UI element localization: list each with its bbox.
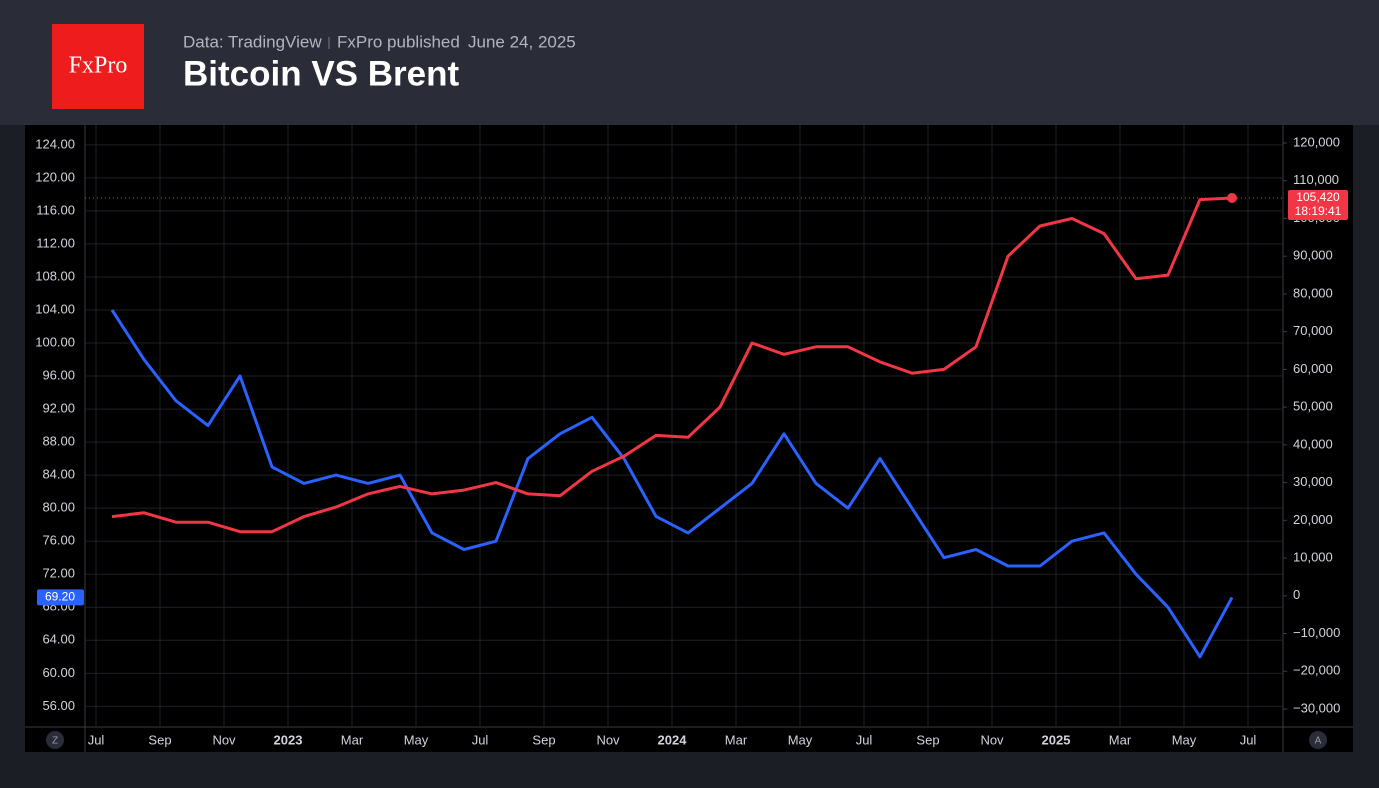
axes: 56.0060.0064.0068.0072.0076.0080.0084.00…: [35, 134, 1348, 749]
axis-button-label[interactable]: A: [1315, 736, 1322, 747]
x-tick-label: 2023: [274, 732, 303, 747]
y2-tick-label: 90,000: [1293, 248, 1333, 263]
x-tick-label: Sep: [532, 732, 555, 747]
date: June 24, 2025: [468, 32, 576, 51]
plot: [85, 193, 1283, 659]
x-tick-label: Mar: [341, 732, 364, 747]
y2-tick-label: 80,000: [1293, 285, 1333, 300]
x-tick-label: Nov: [596, 732, 620, 747]
y2-tick-label: 70,000: [1293, 323, 1333, 338]
x-tick-label: 2025: [1042, 732, 1071, 747]
series-line: [110, 309, 1234, 659]
x-tick-label: Mar: [1109, 732, 1132, 747]
y2-tick-label: 60,000: [1293, 361, 1333, 376]
axis-button: [46, 731, 64, 749]
y-tick-label: 84.00: [42, 467, 75, 482]
x-tick-label: Jul: [856, 732, 873, 747]
x-tick-label: Nov: [212, 732, 236, 747]
y-tick-label: 96.00: [42, 367, 75, 382]
last-point: [1227, 193, 1237, 204]
y-tick-label: 92.00: [42, 401, 75, 416]
y2-tick-label: 50,000: [1293, 399, 1333, 414]
y-tick-label: 100.00: [35, 334, 75, 349]
y-tick-label: 104.00: [35, 301, 75, 316]
y2-tick-label: 110,000: [1293, 172, 1339, 187]
y2-tick-label: −30,000: [1293, 700, 1340, 715]
chart-panel: [25, 125, 1353, 752]
axis-button-label[interactable]: Z: [52, 736, 58, 747]
y-tick-label: 124.00: [35, 136, 75, 151]
y2-tick-label: 30,000: [1293, 474, 1333, 489]
x-tick-label: Sep: [916, 732, 939, 747]
y-tick-label: 80.00: [42, 500, 75, 515]
x-tick-label: 2024: [658, 732, 688, 747]
last-value-box: [1288, 190, 1348, 221]
y-tick-label: 116.00: [36, 202, 75, 217]
x-tick-label: Jul: [472, 732, 489, 747]
header-bar: [0, 0, 1379, 125]
x-tick-label: May: [404, 732, 429, 747]
y2-tick-label: 0: [1293, 587, 1300, 602]
last-value-label: 69.20: [45, 590, 75, 604]
y-tick-label: 120.00: [35, 169, 75, 184]
last-value-box: [37, 589, 84, 606]
grid: [85, 125, 1287, 727]
source: Data: TradingView: [183, 32, 322, 51]
x-tick-label: Nov: [980, 732, 1004, 747]
y-tick-label: 72.00: [42, 566, 75, 581]
x-tick-label: Jul: [88, 732, 105, 747]
x-tick-label: May: [1172, 732, 1197, 747]
logo-box: [52, 24, 144, 109]
y-tick-label: 56.00: [42, 698, 75, 713]
chart-title: Bitcoin VS Brent: [183, 54, 459, 93]
y-tick-label: 64.00: [42, 632, 75, 647]
x-tick-label: Mar: [725, 732, 748, 747]
x-tick-label: Jul: [1240, 732, 1257, 747]
y-tick-label: 108.00: [35, 268, 75, 283]
y2-tick-label: 10,000: [1293, 550, 1333, 565]
x-tick-label: May: [788, 732, 813, 747]
y2-tick-label: 120,000: [1293, 134, 1340, 149]
countdown-label: 18:19:41: [1295, 204, 1342, 218]
y2-tick-label: 40,000: [1293, 436, 1333, 451]
publisher: FxPro published: [337, 32, 460, 51]
logo: FxPro: [69, 53, 128, 79]
y2-tick-label: −20,000: [1293, 663, 1340, 678]
y2-tick-label: 20,000: [1293, 512, 1333, 527]
y-tick-label: 88.00: [42, 434, 75, 449]
x-tick-label: Sep: [148, 732, 171, 747]
axis-button: [1309, 731, 1327, 749]
series-line: [111, 196, 1233, 534]
y-tick-label: 112.00: [36, 235, 75, 250]
last-value-label: 105,420: [1296, 190, 1340, 204]
y2-tick-label: −10,000: [1293, 625, 1340, 640]
y-tick-label: 60.00: [42, 665, 75, 680]
y-tick-label: 76.00: [42, 533, 75, 548]
